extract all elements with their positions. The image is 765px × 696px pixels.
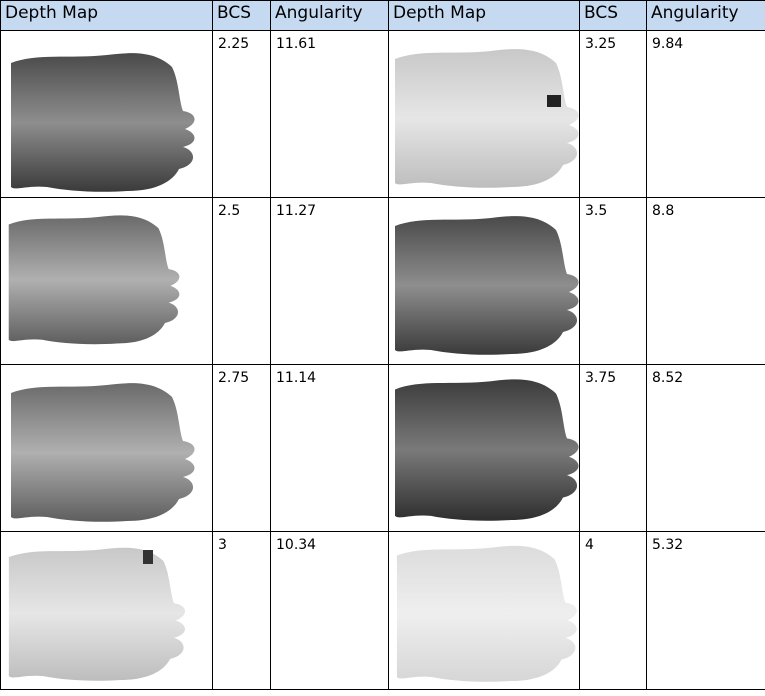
depth-map-cell: [388, 364, 580, 532]
depth-map-cell: [0, 197, 213, 365]
bcs-value: 4: [579, 531, 647, 690]
bcs-value: 2.5: [212, 197, 271, 365]
angularity-value: 11.14: [270, 364, 389, 532]
bcs-value: 2.75: [212, 364, 271, 532]
header-angularity-right: Angularity: [646, 0, 765, 31]
table-row: 2.75 11.14 3.75 8.52: [0, 364, 765, 532]
bcs-value: 3.5: [579, 197, 647, 365]
angularity-value: 11.27: [270, 197, 389, 365]
angularity-value: 8.8: [646, 197, 765, 365]
depth-map-image: [8, 547, 186, 681]
depth-map-image: [395, 216, 579, 355]
depth-map-image: [8, 215, 180, 345]
header-bcs-right: BCS: [579, 0, 647, 31]
header-bcs-left: BCS: [212, 0, 271, 31]
depth-map-image: [395, 379, 579, 521]
angularity-value: 9.84: [646, 30, 765, 198]
bcs-value: 3.75: [579, 364, 647, 532]
angularity-value: 5.32: [646, 531, 765, 690]
depth-map-cell: [388, 531, 580, 690]
bcs-value: 2.25: [212, 30, 271, 198]
depth-map-image: [11, 383, 195, 522]
depth-map-image: [396, 545, 577, 682]
depth-map-cell: [0, 30, 213, 198]
angularity-value: 11.61: [270, 30, 389, 198]
bcs-value: 3.25: [579, 30, 647, 198]
depth-map-cell: [0, 531, 213, 690]
depth-map-cell: [388, 197, 580, 365]
header-depth-map-right: Depth Map: [388, 0, 580, 31]
header-depth-map-left: Depth Map: [0, 0, 213, 31]
table-row: 2.25 11.61 3.25 9.84: [0, 30, 765, 198]
depth-map-image: [395, 49, 579, 188]
bcs-value: 3: [212, 531, 271, 690]
table-row: 3 10.34 4 5.32: [0, 531, 765, 690]
angularity-value: 8.52: [646, 364, 765, 532]
depth-map-cell: [388, 30, 580, 198]
depth-map-image: [11, 53, 195, 192]
angularity-value: 10.34: [270, 531, 389, 690]
depth-map-cell: [0, 364, 213, 532]
table-row: 2.5 11.27 3.5 8.8: [0, 197, 765, 365]
header-angularity-left: Angularity: [270, 0, 389, 31]
